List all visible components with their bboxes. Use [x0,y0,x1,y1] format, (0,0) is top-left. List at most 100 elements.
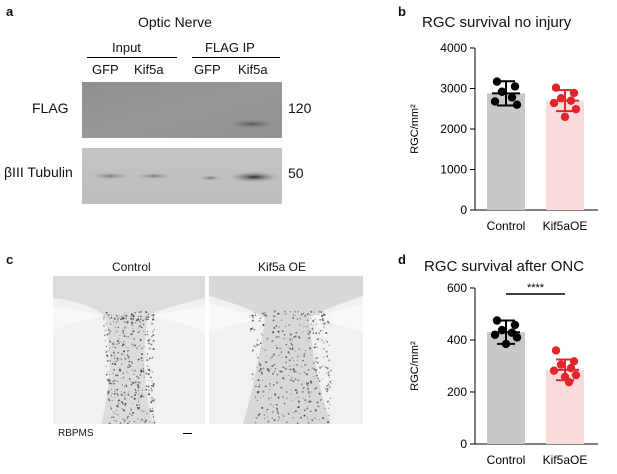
micrograph-speck [303,409,306,412]
micrograph-speck [296,391,298,392]
micrograph-speck [271,372,274,375]
micrograph-speck [306,388,310,391]
micrograph-speck [121,317,124,320]
chart-d-point [569,357,579,366]
micrograph-speck [262,313,265,315]
micrograph-speck [293,364,295,366]
micrograph-speck [261,406,264,409]
micrograph-speck [275,335,278,338]
chart-b-ytick-label: 0 [460,203,467,217]
micrograph-speck [123,386,126,388]
micrograph-speck [283,310,286,313]
micrograph-speck [306,319,309,322]
micrograph-speck [151,410,154,413]
micrograph-speck [105,345,108,348]
micrograph-speck [116,357,119,360]
micrograph-speck [127,372,129,374]
micrograph-speck [152,334,155,336]
micrograph-speck [148,348,150,350]
micrograph-speck [153,400,155,403]
micrograph-speck [264,385,267,388]
micrograph-speck [133,344,136,347]
micrograph-speck [124,326,127,329]
micrograph-speck [283,402,286,405]
micrograph-speck [297,359,299,361]
micrograph-speck [139,310,142,313]
micrograph-speck [265,356,267,358]
micrograph-speck [137,398,139,400]
micrograph-speck [313,311,315,313]
micrograph-speck [119,341,121,343]
micrograph-speck [108,314,110,316]
micrograph-speck [140,369,143,372]
micrograph-speck [329,386,331,388]
chart-d-significance-label: **** [527,282,545,294]
micrograph-speck [275,396,277,398]
micrograph-speck [116,374,119,377]
micrograph-speck [318,418,320,420]
micrograph-speck [113,333,115,334]
micrograph-speck [147,386,149,388]
micrograph-speck [296,371,298,373]
micrograph-speck [152,316,154,318]
micrograph-speck [118,338,120,340]
micrograph-label-control: Control [112,260,151,274]
micrograph-speck [280,386,282,389]
micrograph-speck [271,397,273,399]
micrograph-speck [324,322,326,325]
micrograph-speck [119,422,122,424]
micrograph-speck [303,371,306,374]
micrograph-speck [116,343,119,345]
micrograph-speck [304,364,306,366]
micrograph-speck [328,376,330,378]
micrograph-speck [152,339,155,342]
micrograph-speck [148,357,151,360]
micrograph-speck [104,340,106,342]
micrograph-speck [304,314,307,317]
micrograph-speck [297,379,299,381]
micrograph-speck [148,393,151,396]
chart-b-plot: 0 1000 2000 3000 4000 RGC/mm² Control Kif5aOE [409,41,598,233]
micrograph-label-oe: Kif5a OE [258,260,307,274]
chart-b-point [556,94,566,103]
micrograph-speck [281,414,283,416]
micrograph-speck [294,378,297,381]
micrograph-speck [321,365,323,368]
micrograph-speck [147,331,149,333]
micrograph-speck [289,333,292,336]
micrograph-speck [122,372,125,375]
micrograph-speck [127,350,129,352]
micrograph-speck [265,361,268,364]
micrograph-speck [264,349,267,352]
micrograph-speck [128,378,131,380]
micrograph-speck [294,311,296,313]
micrograph-speck [124,333,126,336]
micrograph-speck [294,410,297,413]
micrograph-speck [273,310,276,312]
micrograph-speck [286,397,288,399]
micrograph-speck [291,338,294,340]
micrograph-speck [289,365,291,367]
micrograph-speck [279,370,282,373]
micrograph-speck [120,358,123,361]
micrograph-speck [115,375,117,377]
micrograph-speck [310,323,312,325]
micrograph-speck [306,382,308,384]
micrograph-speck [107,314,109,316]
micrograph-speck [266,338,268,340]
micrograph-speck [257,414,260,417]
micrograph-speck [278,326,280,328]
micrograph-speck [131,362,134,365]
micrograph-speck [268,370,270,373]
micrograph-speck [299,317,301,319]
micrograph-speck [260,367,261,369]
micrograph-speck [149,338,151,340]
micrograph-speck [126,354,129,356]
micrograph-speck [130,396,132,398]
micrograph-speck [296,422,299,424]
micrograph-speck [294,389,297,392]
micrograph-speck [261,379,264,382]
micrograph-speck [313,346,316,349]
micrograph-speck [323,364,325,366]
micrograph-speck [291,389,293,391]
